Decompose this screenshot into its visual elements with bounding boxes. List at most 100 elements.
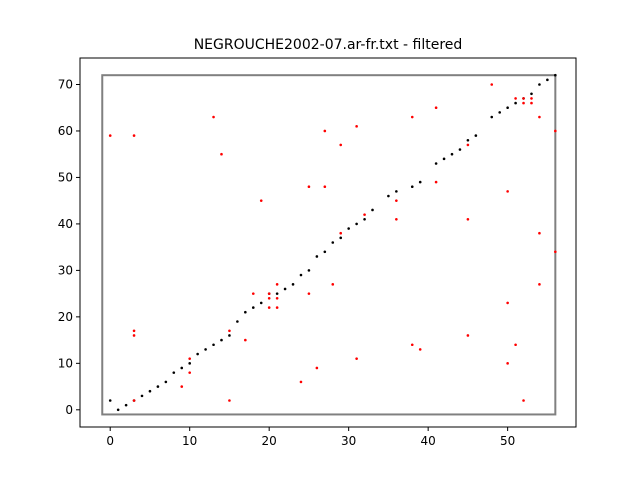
x-axis: 0 10 20 30 40 50 [106,427,515,448]
candidate-point [466,334,470,337]
candidate-point [275,283,279,286]
aligned-point [220,338,223,342]
aligned-point [395,190,398,193]
candidate-point [132,329,136,333]
aligned-point [466,138,470,142]
candidate-point [307,292,311,295]
aligned-point [236,320,239,323]
aligned-point [331,241,335,244]
candidate-point [554,250,557,254]
aligned-point [530,92,533,96]
candidate-point [410,115,414,119]
aligned-point [212,343,215,347]
candidate-point [418,348,422,351]
aligned-point [442,157,446,161]
candidate-point [331,283,335,286]
candidate-point [267,306,271,309]
aligned-point [275,292,279,295]
candidate-point [275,296,279,300]
candidate-point [220,152,223,156]
aligned-point [387,194,390,198]
points-layer [108,73,557,412]
candidate-point [466,143,470,147]
candidate-point [259,199,263,202]
aligned-point [188,362,191,365]
candidate-point [530,97,533,100]
candidate-point [323,129,327,133]
plot-area-frame [79,57,577,428]
aligned-point [196,352,199,356]
aligned-point [299,273,303,277]
candidate-point [395,217,398,221]
aligned-point [283,287,287,291]
candidate-point [132,399,136,402]
aligned-point [458,148,462,151]
y-tick-label: 0 [65,403,73,417]
candidate-point [514,343,517,347]
alignment-box [101,74,557,416]
candidate-point [315,366,319,370]
aligned-point [108,399,112,402]
x-tick-label: 30 [341,434,356,448]
aligned-point [140,394,144,398]
candidate-point [490,83,494,86]
candidate-point [530,101,533,105]
aligned-point [434,162,438,165]
aligned-point [450,152,454,156]
candidate-point [538,115,541,119]
y-tick-label: 60 [58,124,73,138]
candidate-point [228,399,231,402]
candidate-point [395,199,398,202]
aligned-point [371,208,374,212]
aligned-point [418,180,422,184]
candidate-point [228,329,231,333]
candidate-point [514,97,517,100]
candidate-point [554,129,557,133]
candidate-point [355,357,358,360]
x-tick-label: 10 [182,434,197,448]
aligned-point [506,106,509,110]
candidate-point [434,180,438,184]
aligned-point [244,310,247,314]
x-tick-label: 50 [500,434,515,448]
candidate-point [244,338,247,342]
y-tick-label: 10 [58,356,73,370]
aligned-point [490,115,494,119]
candidate-point [132,334,136,337]
aligned-point [546,78,549,82]
aligned-point [204,348,207,351]
aligned-point [116,408,120,412]
aligned-point [251,306,255,309]
candidate-point [323,185,327,189]
candidate-point [339,143,343,147]
candidate-point [339,231,343,235]
candidate-point [522,101,525,105]
aligned-point [355,222,358,226]
aligned-point [347,227,350,230]
candidate-point [267,296,271,300]
aligned-point [180,366,184,370]
candidate-point [466,217,470,221]
candidate-point [506,362,509,365]
aligned-point [323,250,327,254]
aligned-point [164,380,168,384]
candidate-point [506,301,509,305]
y-tick-label: 20 [58,310,73,324]
candidate-point [275,306,279,309]
aligned-point [514,101,517,105]
candidate-point [355,125,358,128]
candidate-point [363,213,366,216]
aligned-point [554,73,557,77]
y-tick-label: 50 [58,170,73,184]
aligned-point [259,301,263,305]
aligned-point [148,389,152,393]
x-tick-label: 40 [421,434,436,448]
aligned-point [228,334,231,337]
candidate-point [132,134,136,137]
aligned-point [538,83,541,86]
aligned-point [410,185,414,189]
candidate-point [180,385,184,388]
y-tick-label: 30 [58,263,73,277]
